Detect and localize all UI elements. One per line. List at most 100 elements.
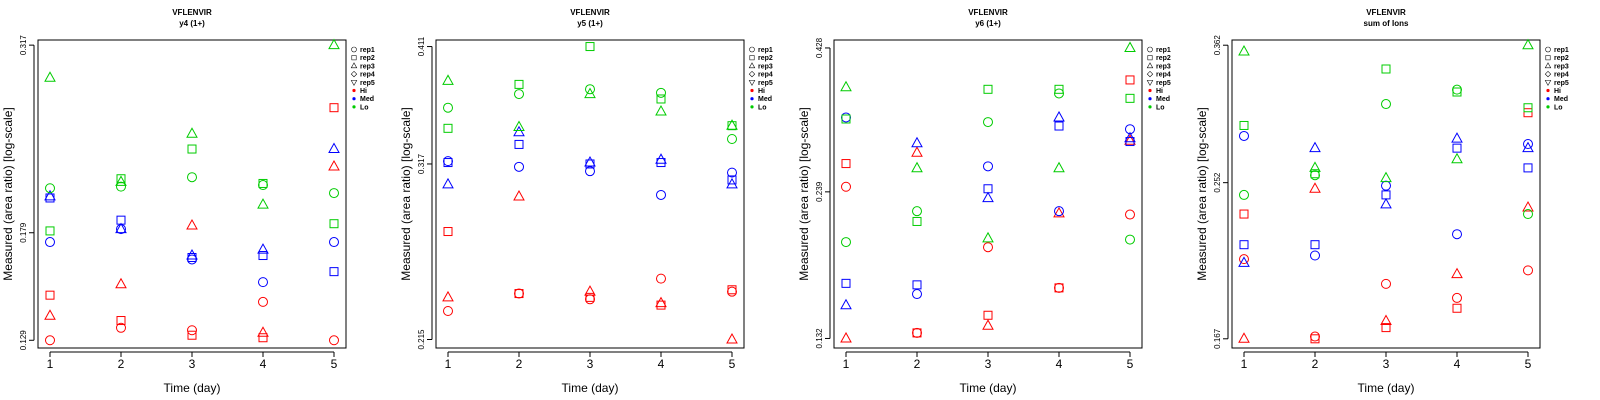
x-tick-label: 5 xyxy=(1525,357,1532,371)
chart-title: VFLENVIR xyxy=(1366,8,1406,17)
data-point xyxy=(257,326,269,337)
data-point xyxy=(655,104,667,116)
data-point xyxy=(1239,130,1249,141)
data-point xyxy=(1054,283,1064,293)
data-point xyxy=(1239,240,1249,250)
data-point xyxy=(45,335,55,346)
data-point xyxy=(1238,256,1250,267)
chart-subtitle: y4 (1+) xyxy=(179,19,205,28)
x-tick-label: 2 xyxy=(914,357,921,371)
legend-dot xyxy=(750,97,754,101)
data-point xyxy=(187,325,197,336)
data-point xyxy=(841,112,851,123)
data-point xyxy=(44,71,56,82)
data-point xyxy=(656,158,666,168)
chart-subtitle: sum of Ions xyxy=(1364,19,1409,28)
legend-label: rep1 xyxy=(1554,47,1569,54)
data-point xyxy=(513,120,525,132)
data-point xyxy=(1452,292,1462,303)
data-point xyxy=(329,219,339,229)
data-point xyxy=(841,237,851,248)
data-point xyxy=(44,309,56,320)
data-point xyxy=(1054,121,1064,131)
data-point xyxy=(187,330,197,340)
legend-symbol xyxy=(1544,62,1552,69)
x-tick-label: 4 xyxy=(1454,357,1461,371)
legend-symbol xyxy=(1545,55,1551,61)
legend-label: rep5 xyxy=(758,80,773,87)
legend-symbol xyxy=(1147,46,1153,53)
chart-title: VFLENVIR xyxy=(968,8,1008,17)
data-point xyxy=(983,117,993,128)
data-point xyxy=(983,310,993,320)
data-point xyxy=(655,296,667,308)
y-axis-title: Measured (area ratio) [log-scale] xyxy=(797,107,811,280)
data-point xyxy=(329,267,339,277)
data-point xyxy=(1522,141,1534,153)
data-point xyxy=(513,125,525,137)
data-point xyxy=(1380,197,1392,209)
y-tick-label: 0.239 xyxy=(815,181,824,202)
legend-label: Lo xyxy=(1156,104,1165,111)
x-tick-label: 3 xyxy=(587,357,594,371)
data-point xyxy=(1310,250,1320,261)
data-point xyxy=(1239,209,1249,219)
x-tick-label: 1 xyxy=(47,357,54,371)
y-tick-label: 0.317 xyxy=(417,153,426,174)
legend-symbol xyxy=(748,62,756,69)
data-point xyxy=(258,180,268,191)
data-point xyxy=(1239,189,1249,200)
data-point xyxy=(983,184,993,194)
legend-symbol xyxy=(1544,70,1552,78)
data-point xyxy=(115,222,127,234)
legend-label: rep5 xyxy=(360,80,375,87)
legend-label: rep1 xyxy=(758,47,773,54)
data-point xyxy=(585,42,595,52)
data-point xyxy=(584,285,596,296)
data-point xyxy=(841,278,851,288)
data-point xyxy=(1381,180,1391,191)
data-point xyxy=(1309,182,1321,193)
data-point xyxy=(328,160,340,171)
data-point xyxy=(1310,169,1320,179)
chart-title: VFLENVIR xyxy=(570,8,610,17)
data-point xyxy=(840,331,852,343)
data-point xyxy=(1125,75,1135,85)
data-point xyxy=(983,84,993,94)
legend-label: Lo xyxy=(360,104,369,111)
data-point xyxy=(187,172,197,183)
data-point xyxy=(1054,206,1064,217)
data-point xyxy=(328,142,340,154)
data-point xyxy=(585,294,595,305)
data-point xyxy=(44,189,56,201)
data-point xyxy=(442,74,454,85)
data-point xyxy=(442,290,454,302)
x-axis-title: Time (day) xyxy=(562,381,619,395)
y-tick-label: 0.252 xyxy=(1213,172,1222,193)
data-point xyxy=(443,102,453,113)
legend-label: Med xyxy=(1554,96,1568,103)
data-point xyxy=(727,286,737,297)
data-point xyxy=(116,316,126,326)
data-point xyxy=(186,248,198,260)
x-axis-title: Time (day) xyxy=(164,381,221,395)
legend-symbol xyxy=(1147,55,1153,61)
legend-symbol xyxy=(749,46,755,53)
data-point xyxy=(258,296,268,307)
y-axis-title: Measured (area ratio) [log-scale] xyxy=(1195,107,1209,280)
data-point xyxy=(1125,234,1135,245)
data-point xyxy=(726,119,738,130)
legend-dot xyxy=(352,88,356,93)
data-point xyxy=(1381,323,1391,333)
x-tick-label: 5 xyxy=(729,357,736,371)
data-point xyxy=(1523,163,1533,173)
data-point xyxy=(514,288,524,299)
legend-label: rep1 xyxy=(1156,47,1171,54)
x-axis-title: Time (day) xyxy=(960,381,1017,395)
legend-dot xyxy=(352,105,356,109)
y-tick-label: 0.362 xyxy=(1213,35,1222,56)
legend-symbol xyxy=(748,80,756,86)
data-point xyxy=(912,206,922,217)
data-point xyxy=(912,328,922,338)
